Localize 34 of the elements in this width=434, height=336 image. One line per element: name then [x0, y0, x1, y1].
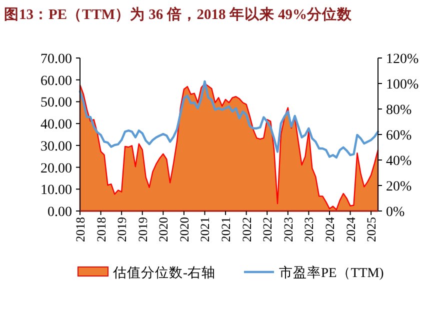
y2-tick-label: 40% [386, 154, 412, 169]
chart-title: 图13：PE（TTM）为 36 倍，2018 年以来 49%分位数 [4, 6, 354, 23]
y-tick-label: 40.00 [40, 118, 72, 133]
x-tick-label: 2020 [177, 217, 192, 242]
legend-label: 估值分位数-右轴 [112, 265, 216, 280]
y2-tick-label: 100% [386, 78, 419, 92]
x-tick-label: 2022 [260, 217, 275, 242]
legend-label: 市盈率PE（TTM) [279, 265, 384, 280]
x-tick-label: 2023 [302, 217, 316, 242]
x-tick-label: 2019 [136, 217, 150, 242]
y-tick-label: 0.00 [48, 205, 72, 220]
x-tick-label: 2018 [74, 217, 88, 242]
x-tick-label: 2019 [115, 217, 130, 242]
y-tick-label: 10.00 [40, 183, 72, 198]
x-tick-label: 2024 [344, 216, 358, 242]
x-tick-label: 2023 [281, 217, 296, 242]
y-tick-label: 70.00 [40, 52, 72, 67]
x-tick-label: 2024 [322, 216, 337, 242]
line-series [78, 80, 380, 159]
y2-tick-label: 0% [386, 205, 405, 220]
y-tick-label: 50.00 [40, 96, 72, 111]
y-tick-label: 60.00 [40, 74, 72, 89]
x-tick-label: 2020 [156, 217, 171, 242]
y2-tick-label: 120% [386, 52, 419, 67]
y2-tick-label: 60% [386, 128, 412, 144]
y-tick-label: 30.00 [40, 139, 72, 154]
x-tick-label: 2025 [364, 217, 379, 242]
y2-tick-label: 20% [386, 180, 412, 194]
x-tick-label: 2022 [240, 217, 254, 242]
x-tick-label: 2018 [94, 217, 108, 242]
y-tick-label: 20.00 [40, 161, 72, 176]
x-tick-label: 2021 [198, 217, 212, 242]
x-tick-label: 2021 [219, 217, 234, 242]
y2-tick-label: 80% [386, 103, 412, 118]
